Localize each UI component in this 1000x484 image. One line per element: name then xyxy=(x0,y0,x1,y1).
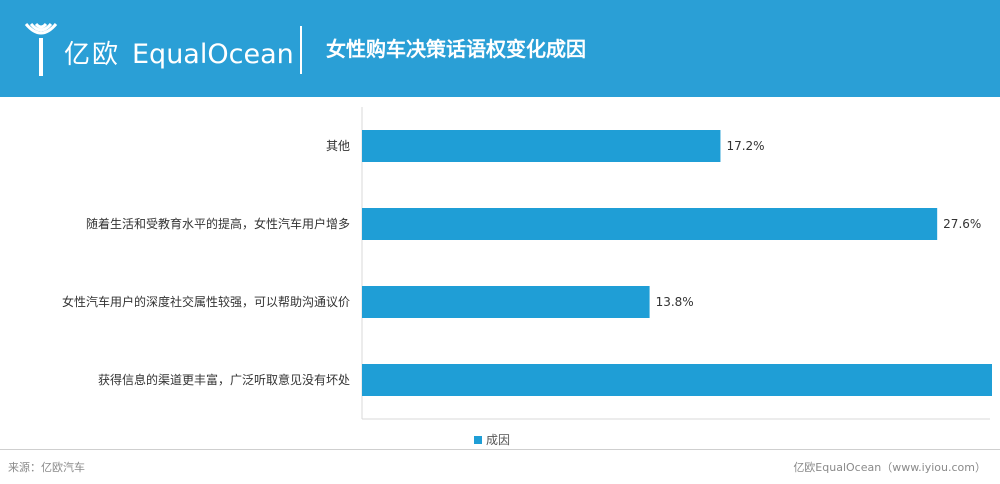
logo-icon xyxy=(24,22,58,76)
bar xyxy=(362,364,992,396)
category-label: 其他 xyxy=(326,139,350,153)
logo-text-en: EqualOcean xyxy=(132,39,294,70)
header-divider xyxy=(300,26,302,74)
legend: 成因 xyxy=(474,431,510,448)
category-label: 随着生活和受教育水平的提高，女性汽车用户增多 xyxy=(86,216,350,231)
source-note: 来源：亿欧汽车 xyxy=(8,461,85,474)
data-label: 17.2% xyxy=(726,139,764,153)
legend-swatch xyxy=(474,435,482,444)
data-label: 27.6% xyxy=(943,217,981,231)
bar xyxy=(362,208,938,240)
bar xyxy=(362,286,650,318)
footer-divider xyxy=(0,449,1000,450)
credit-note: 亿欧EqualOcean（www.iyiou.com） xyxy=(793,461,986,474)
category-label: 获得信息的渠道更丰富，广泛听取意见没有坏处 xyxy=(98,372,350,387)
header-banner: 亿欧 EqualOcean 女性购车决策话语权变化成因 xyxy=(0,0,1000,97)
data-label: 13.8% xyxy=(656,295,694,309)
bar-chart: 其他 17.2% 随着生活和受教育水平的提高，女性汽车用户增多 27.6% 女性汽车用户… xyxy=(62,107,992,420)
bar xyxy=(362,130,721,162)
legend-label: 成因 xyxy=(486,433,511,447)
logo-text-cn: 亿欧 xyxy=(64,40,121,70)
page-title: 女性购车决策话语权变化成因 xyxy=(326,37,586,61)
category-label: 女性汽车用户的深度社交属性较强，可以帮助沟通议价 xyxy=(62,294,350,309)
chart-area: 其他 17.2% 随着生活和受教育水平的提高，女性汽车用户增多 27.6% 女性汽车用户… xyxy=(8,105,992,439)
